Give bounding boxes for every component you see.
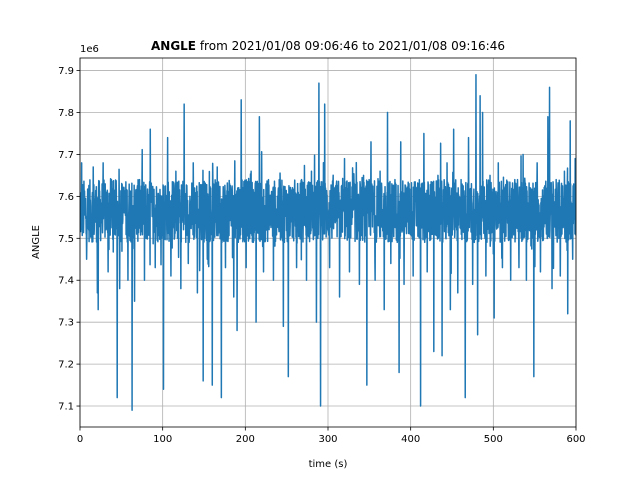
grid xyxy=(79,58,577,427)
x-tick-label: 600 xyxy=(566,434,585,445)
chart-title-rest: from 2021/01/08 09:06:46 to 2021/01/08 0… xyxy=(196,39,505,53)
y-offset-label: 1e6 xyxy=(80,44,99,55)
y-tick-label: 7.2 xyxy=(58,360,74,371)
y-tick-label: 7.8 xyxy=(58,108,74,119)
x-tick-label: 300 xyxy=(318,434,337,445)
y-tick-label: 7.3 xyxy=(58,318,74,329)
y-tick-label: 7.9 xyxy=(58,66,74,77)
chart-title: ANGLE from 2021/01/08 09:06:46 to 2021/0… xyxy=(151,39,505,53)
x-axis: 0 100 200 300 400 500 600 xyxy=(77,427,586,445)
x-tick-label: 500 xyxy=(484,434,503,445)
x-tick-label: 400 xyxy=(401,434,420,445)
y-tick-label: 7.1 xyxy=(58,402,74,413)
x-tick-label: 0 xyxy=(77,434,83,445)
y-tick-label: 7.5 xyxy=(58,234,74,245)
chart-title-bold: ANGLE xyxy=(151,39,196,53)
y-tick-label: 7.6 xyxy=(58,192,74,203)
y-axis-label: ANGLE xyxy=(31,225,42,259)
x-tick-label: 200 xyxy=(236,434,255,445)
y-tick-label: 7.7 xyxy=(58,150,74,161)
y-axis: 7.1 7.2 7.3 7.4 7.5 7.6 7.7 7.8 7.9 xyxy=(58,66,80,413)
x-axis-label: time (s) xyxy=(309,459,348,470)
data-series xyxy=(80,74,576,411)
angle-series-line xyxy=(80,74,576,411)
x-tick-label: 100 xyxy=(153,434,172,445)
y-tick-label: 7.4 xyxy=(58,276,74,287)
